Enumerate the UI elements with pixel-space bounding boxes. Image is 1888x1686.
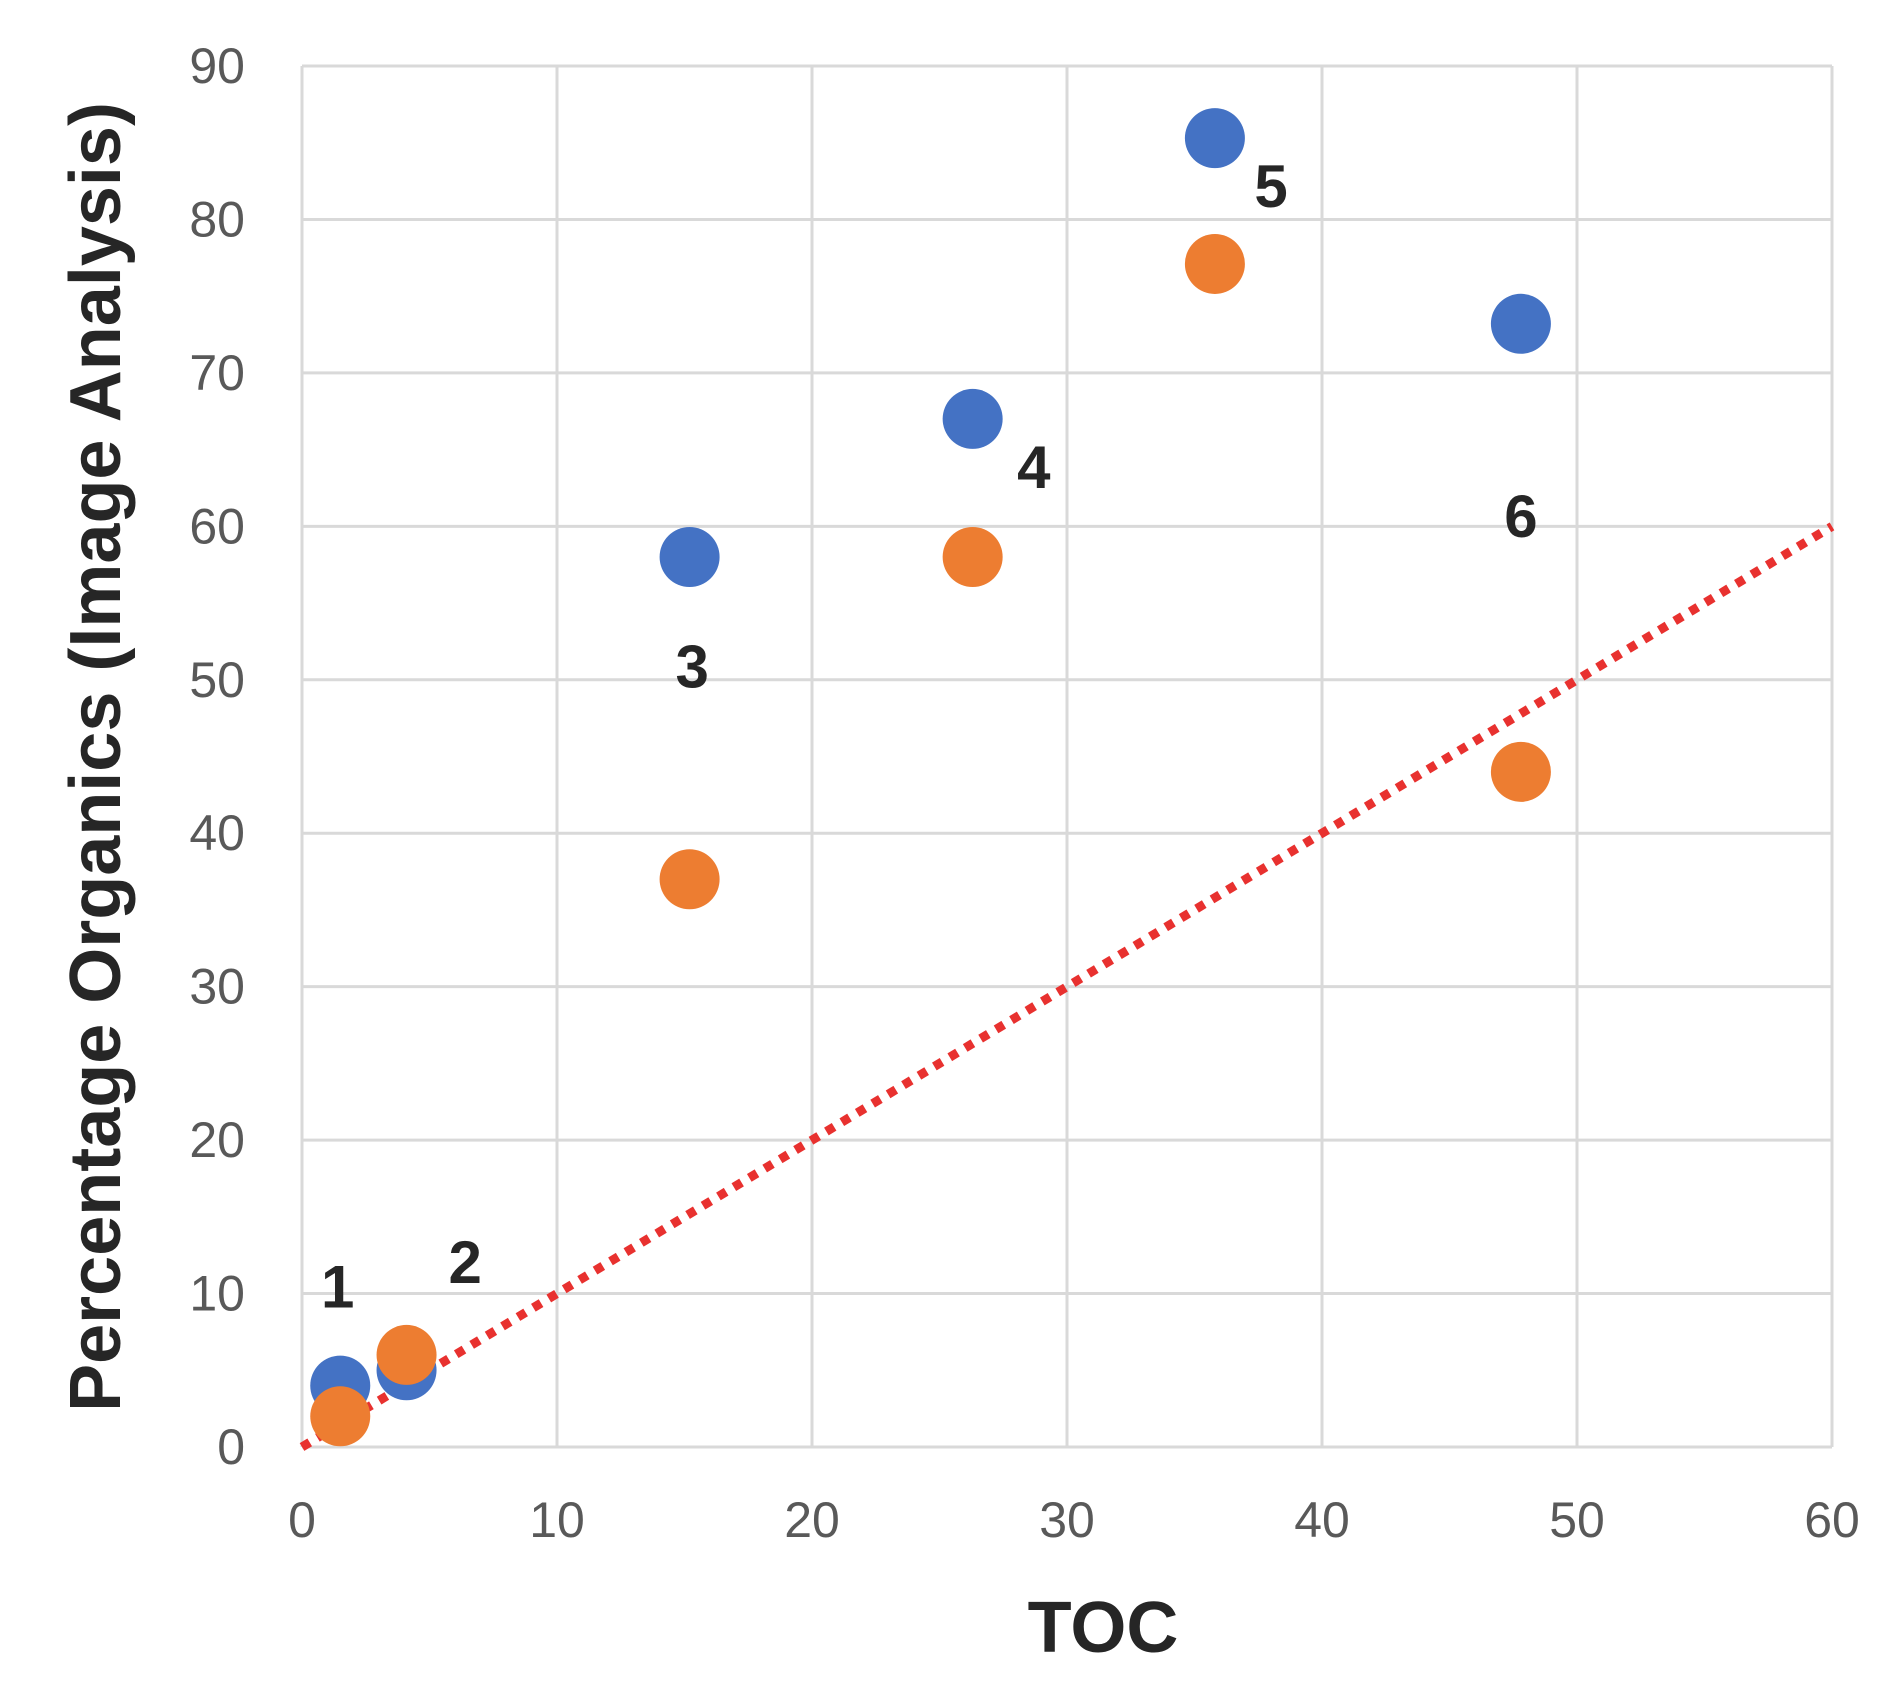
x-tick-label-0: 0 bbox=[288, 1492, 316, 1548]
x-axis-title: TOC bbox=[1028, 1588, 1179, 1668]
orange-point-2 bbox=[376, 1324, 437, 1385]
y-tick-label-4: 40 bbox=[189, 805, 245, 861]
y-tick-label-0: 0 bbox=[217, 1419, 245, 1475]
x-tick-label-4: 40 bbox=[1294, 1492, 1350, 1548]
y-tick-label-5: 50 bbox=[189, 652, 245, 708]
blue-point-4 bbox=[942, 388, 1003, 449]
x-tick-label-2: 20 bbox=[784, 1492, 840, 1548]
point-label-1: 1 bbox=[321, 1253, 354, 1320]
y-tick-label-7: 70 bbox=[189, 345, 245, 401]
y-tick-label-9: 90 bbox=[189, 38, 245, 94]
x-tick-label-5: 50 bbox=[1549, 1492, 1605, 1548]
orange-point-3 bbox=[659, 849, 720, 910]
x-tick-labels: 0 10 20 30 40 50 60 bbox=[288, 1492, 1860, 1548]
x-tick-label-1: 10 bbox=[529, 1492, 585, 1548]
orange-point-6 bbox=[1490, 741, 1551, 802]
point-labels: 1 2 3 4 5 6 bbox=[321, 153, 1538, 1320]
x-tick-label-6: 60 bbox=[1804, 1492, 1860, 1548]
point-label-5: 5 bbox=[1254, 153, 1287, 220]
y-tick-label-8: 80 bbox=[189, 191, 245, 247]
data-points bbox=[310, 108, 1551, 1447]
y-tick-label-2: 20 bbox=[189, 1112, 245, 1168]
y-tick-labels: 0 10 20 30 40 50 60 70 80 90 bbox=[189, 38, 245, 1475]
y-tick-label-6: 60 bbox=[189, 498, 245, 554]
blue-point-6 bbox=[1490, 293, 1551, 354]
gridlines bbox=[300, 64, 1834, 1449]
blue-point-3 bbox=[659, 527, 720, 588]
orange-point-4 bbox=[942, 527, 1003, 588]
x-tick-label-3: 30 bbox=[1039, 1492, 1095, 1548]
y-tick-label-3: 30 bbox=[189, 959, 245, 1015]
point-label-3: 3 bbox=[675, 633, 708, 700]
orange-point-1 bbox=[310, 1386, 371, 1447]
point-label-2: 2 bbox=[449, 1229, 482, 1296]
point-label-6: 6 bbox=[1504, 483, 1537, 550]
point-label-4: 4 bbox=[1017, 434, 1051, 501]
orange-point-5 bbox=[1184, 233, 1245, 294]
y-tick-label-1: 10 bbox=[189, 1266, 245, 1322]
y-axis-title: Percentage Organics (Image Analysis) bbox=[56, 102, 136, 1412]
blue-point-5 bbox=[1184, 108, 1245, 169]
